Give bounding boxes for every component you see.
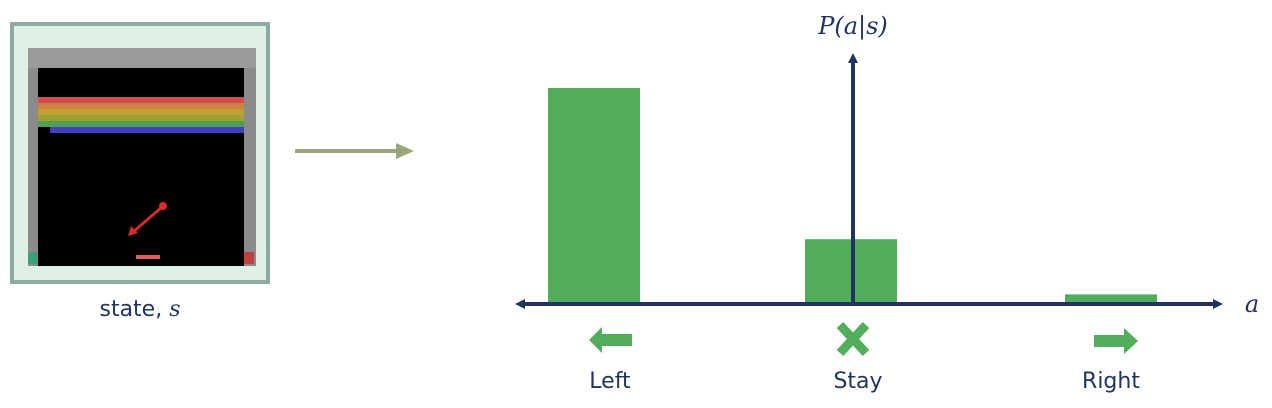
brick-row bbox=[38, 121, 244, 127]
state-panel: state, s bbox=[10, 22, 270, 322]
ball-trajectory bbox=[132, 205, 163, 234]
trajectory-head bbox=[128, 226, 138, 236]
x-mark-icon bbox=[836, 321, 870, 357]
left-arrow-icon bbox=[589, 327, 632, 353]
action-label-left: Left bbox=[589, 369, 631, 394]
action-label-stay: Stay bbox=[833, 369, 882, 394]
y-axis-label: P(a|s) bbox=[817, 12, 888, 41]
brick-row bbox=[38, 109, 244, 115]
state-symbol: s bbox=[169, 297, 180, 322]
bar-right bbox=[1065, 294, 1157, 304]
bar-left bbox=[548, 88, 640, 304]
policy-chart: P(a|s) a bbox=[515, 12, 1259, 318]
action-label-right: Right bbox=[1082, 369, 1140, 394]
game-screen bbox=[28, 48, 256, 266]
brick-rows bbox=[38, 97, 244, 133]
brick-row bbox=[50, 127, 244, 133]
state-label: state, s bbox=[99, 297, 180, 322]
flow-arrow bbox=[295, 143, 414, 159]
x-axis-label: a bbox=[1245, 290, 1259, 318]
brick-row bbox=[38, 115, 244, 121]
brick-row bbox=[38, 103, 244, 109]
right-arrow-icon bbox=[1094, 328, 1138, 354]
brick-row bbox=[38, 97, 244, 103]
ball bbox=[159, 202, 167, 210]
paddle bbox=[136, 255, 160, 259]
